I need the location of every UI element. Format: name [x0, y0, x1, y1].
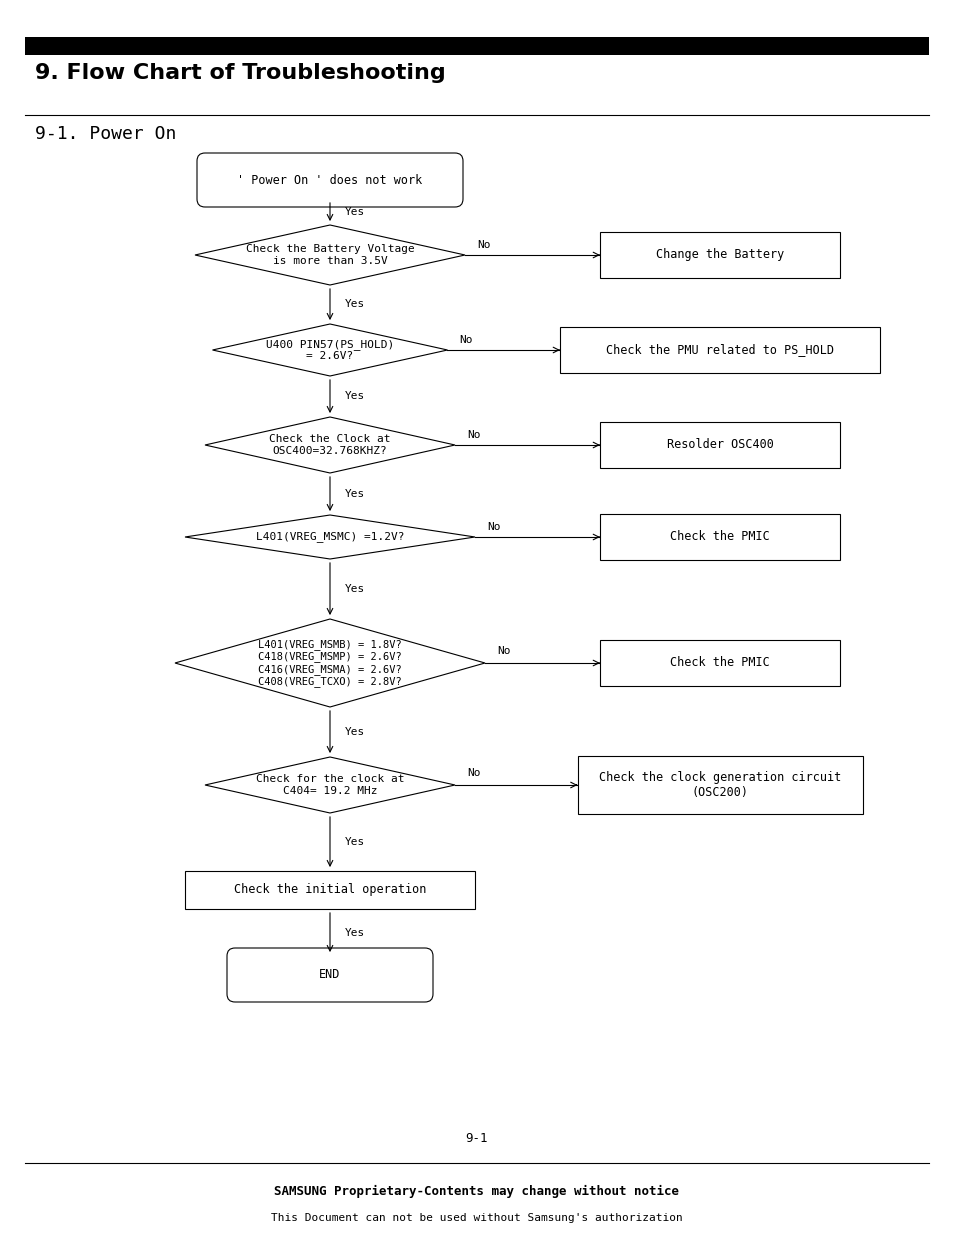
- Text: Yes: Yes: [345, 300, 365, 310]
- Bar: [599, 640, 840, 685]
- Text: Check the PMU related to PS_HOLD: Check the PMU related to PS_HOLD: [605, 343, 833, 357]
- Text: No: No: [486, 522, 500, 532]
- Polygon shape: [194, 225, 464, 285]
- Bar: [559, 327, 879, 373]
- Text: Check the Clock at
OSC400=32.768KHZ?: Check the Clock at OSC400=32.768KHZ?: [269, 435, 391, 456]
- Text: U400 PIN57(PS_HOLD)
= 2.6V?: U400 PIN57(PS_HOLD) = 2.6V?: [266, 338, 394, 362]
- Text: Yes: Yes: [345, 837, 365, 847]
- Text: SAMSUNG Proprietary-Contents may change without notice: SAMSUNG Proprietary-Contents may change …: [274, 1186, 679, 1198]
- Polygon shape: [213, 324, 447, 375]
- Polygon shape: [205, 417, 455, 473]
- Text: Check the PMIC: Check the PMIC: [669, 531, 769, 543]
- Text: Check the PMIC: Check the PMIC: [669, 657, 769, 669]
- Polygon shape: [205, 757, 455, 813]
- Text: 9. Flow Chart of Troubleshooting: 9. Flow Chart of Troubleshooting: [35, 63, 445, 83]
- Text: This Document can not be used without Samsung's authorization: This Document can not be used without Sa…: [271, 1213, 682, 1223]
- Text: Change the Battery: Change the Battery: [656, 248, 783, 262]
- Text: No: No: [459, 335, 473, 345]
- Text: Yes: Yes: [345, 727, 365, 737]
- Text: Yes: Yes: [345, 391, 365, 401]
- Text: L401(VREG_MSMB) = 1.8V?
C418(VREG_MSMP) = 2.6V?
C416(VREG_MSMA) = 2.6V?
C408(VRE: L401(VREG_MSMB) = 1.8V? C418(VREG_MSMP) …: [258, 638, 401, 687]
- Bar: [185, 871, 475, 909]
- Bar: [599, 232, 840, 278]
- Text: Yes: Yes: [345, 584, 365, 594]
- Text: 9-1: 9-1: [465, 1132, 488, 1145]
- Text: Yes: Yes: [345, 207, 365, 217]
- Text: Yes: Yes: [345, 489, 365, 499]
- Text: Resolder OSC400: Resolder OSC400: [666, 438, 773, 452]
- Bar: [599, 514, 840, 559]
- Bar: [577, 756, 862, 814]
- Text: ' Power On ' does not work: ' Power On ' does not work: [237, 173, 422, 186]
- Text: No: No: [497, 646, 510, 656]
- Text: No: No: [476, 240, 490, 249]
- Text: Check the initial operation: Check the initial operation: [233, 883, 426, 897]
- Text: Check for the clock at
C404= 19.2 MHz: Check for the clock at C404= 19.2 MHz: [255, 774, 404, 795]
- Text: No: No: [467, 768, 480, 778]
- Text: Check the Battery Voltage
is more than 3.5V: Check the Battery Voltage is more than 3…: [245, 245, 414, 266]
- Text: L401(VREG_MSMC) =1.2V?: L401(VREG_MSMC) =1.2V?: [255, 531, 404, 542]
- FancyBboxPatch shape: [196, 153, 462, 207]
- Bar: [25, 37, 928, 56]
- Polygon shape: [185, 515, 475, 559]
- Text: Check the clock generation circuit
(OSC200): Check the clock generation circuit (OSC2…: [598, 771, 841, 799]
- Text: Yes: Yes: [345, 927, 365, 937]
- Text: END: END: [319, 968, 340, 982]
- Text: No: No: [467, 430, 480, 440]
- FancyBboxPatch shape: [227, 948, 433, 1002]
- Polygon shape: [174, 619, 484, 706]
- Bar: [599, 422, 840, 468]
- Text: 9-1. Power On: 9-1. Power On: [35, 125, 176, 143]
